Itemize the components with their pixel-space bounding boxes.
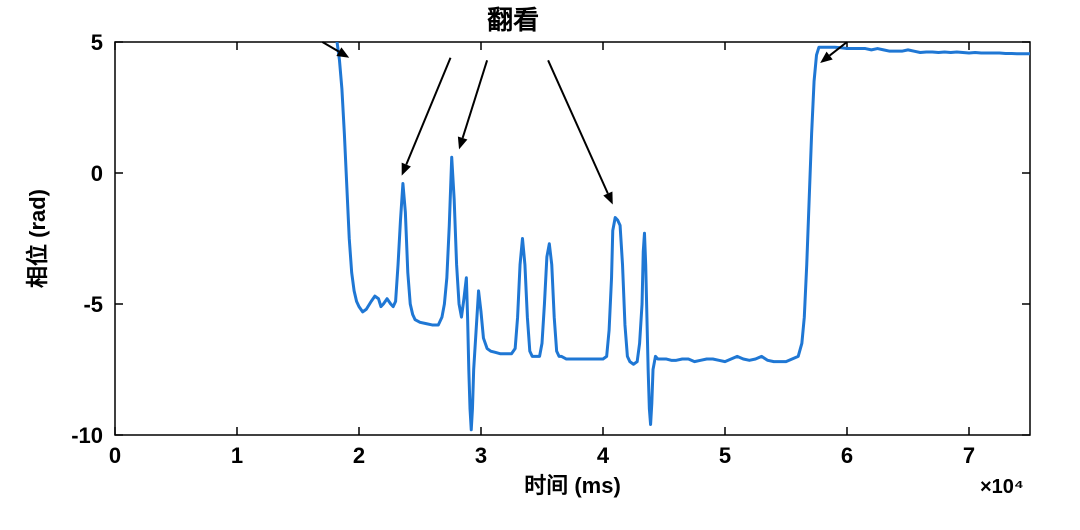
phase-series <box>115 21 1030 430</box>
y-ticks: -10 -5 0 5 <box>71 30 1030 448</box>
x-tick-label: 4 <box>597 443 610 468</box>
arrow-head-icon <box>458 136 468 149</box>
annotation-label: 翻看 <box>487 5 539 35</box>
arrow-line <box>406 58 450 165</box>
arrow-head-icon <box>820 52 833 63</box>
x-tick-label: 3 <box>475 443 487 468</box>
y-tick-label: 0 <box>91 161 103 186</box>
data-group <box>115 21 1030 430</box>
x-tick-label: 5 <box>719 443 731 468</box>
annotation-arrows <box>322 42 847 204</box>
line-chart: 0 1 2 3 4 5 6 7 -10 -5 0 5 时间 (ms) 相位 (rad) ×10⁴ 翻… <box>0 0 1080 530</box>
x-tick-label: 0 <box>109 443 121 468</box>
y-axis-label: 相位 (rad) <box>25 189 50 288</box>
x-tick-label: 2 <box>353 443 365 468</box>
plot-border <box>115 42 1030 435</box>
x-axis-label: 时间 (ms) <box>524 473 621 498</box>
x-tick-label: 1 <box>231 443 243 468</box>
x-ticks: 0 1 2 3 4 5 6 7 <box>109 42 975 468</box>
x-tick-label: 7 <box>963 443 975 468</box>
y-tick-label: -5 <box>83 292 103 317</box>
arrow-line <box>463 60 487 138</box>
x-exponent-label: ×10⁴ <box>980 476 1024 498</box>
y-tick-label: -10 <box>71 423 103 448</box>
x-tick-label: 6 <box>841 443 853 468</box>
y-tick-label: 5 <box>91 30 103 55</box>
arrow-head-icon <box>402 163 411 176</box>
arrow-line <box>548 60 608 193</box>
chart-container: 0 1 2 3 4 5 6 7 -10 -5 0 5 时间 (ms) 相位 (rad) ×10⁴ 翻… <box>0 0 1080 530</box>
